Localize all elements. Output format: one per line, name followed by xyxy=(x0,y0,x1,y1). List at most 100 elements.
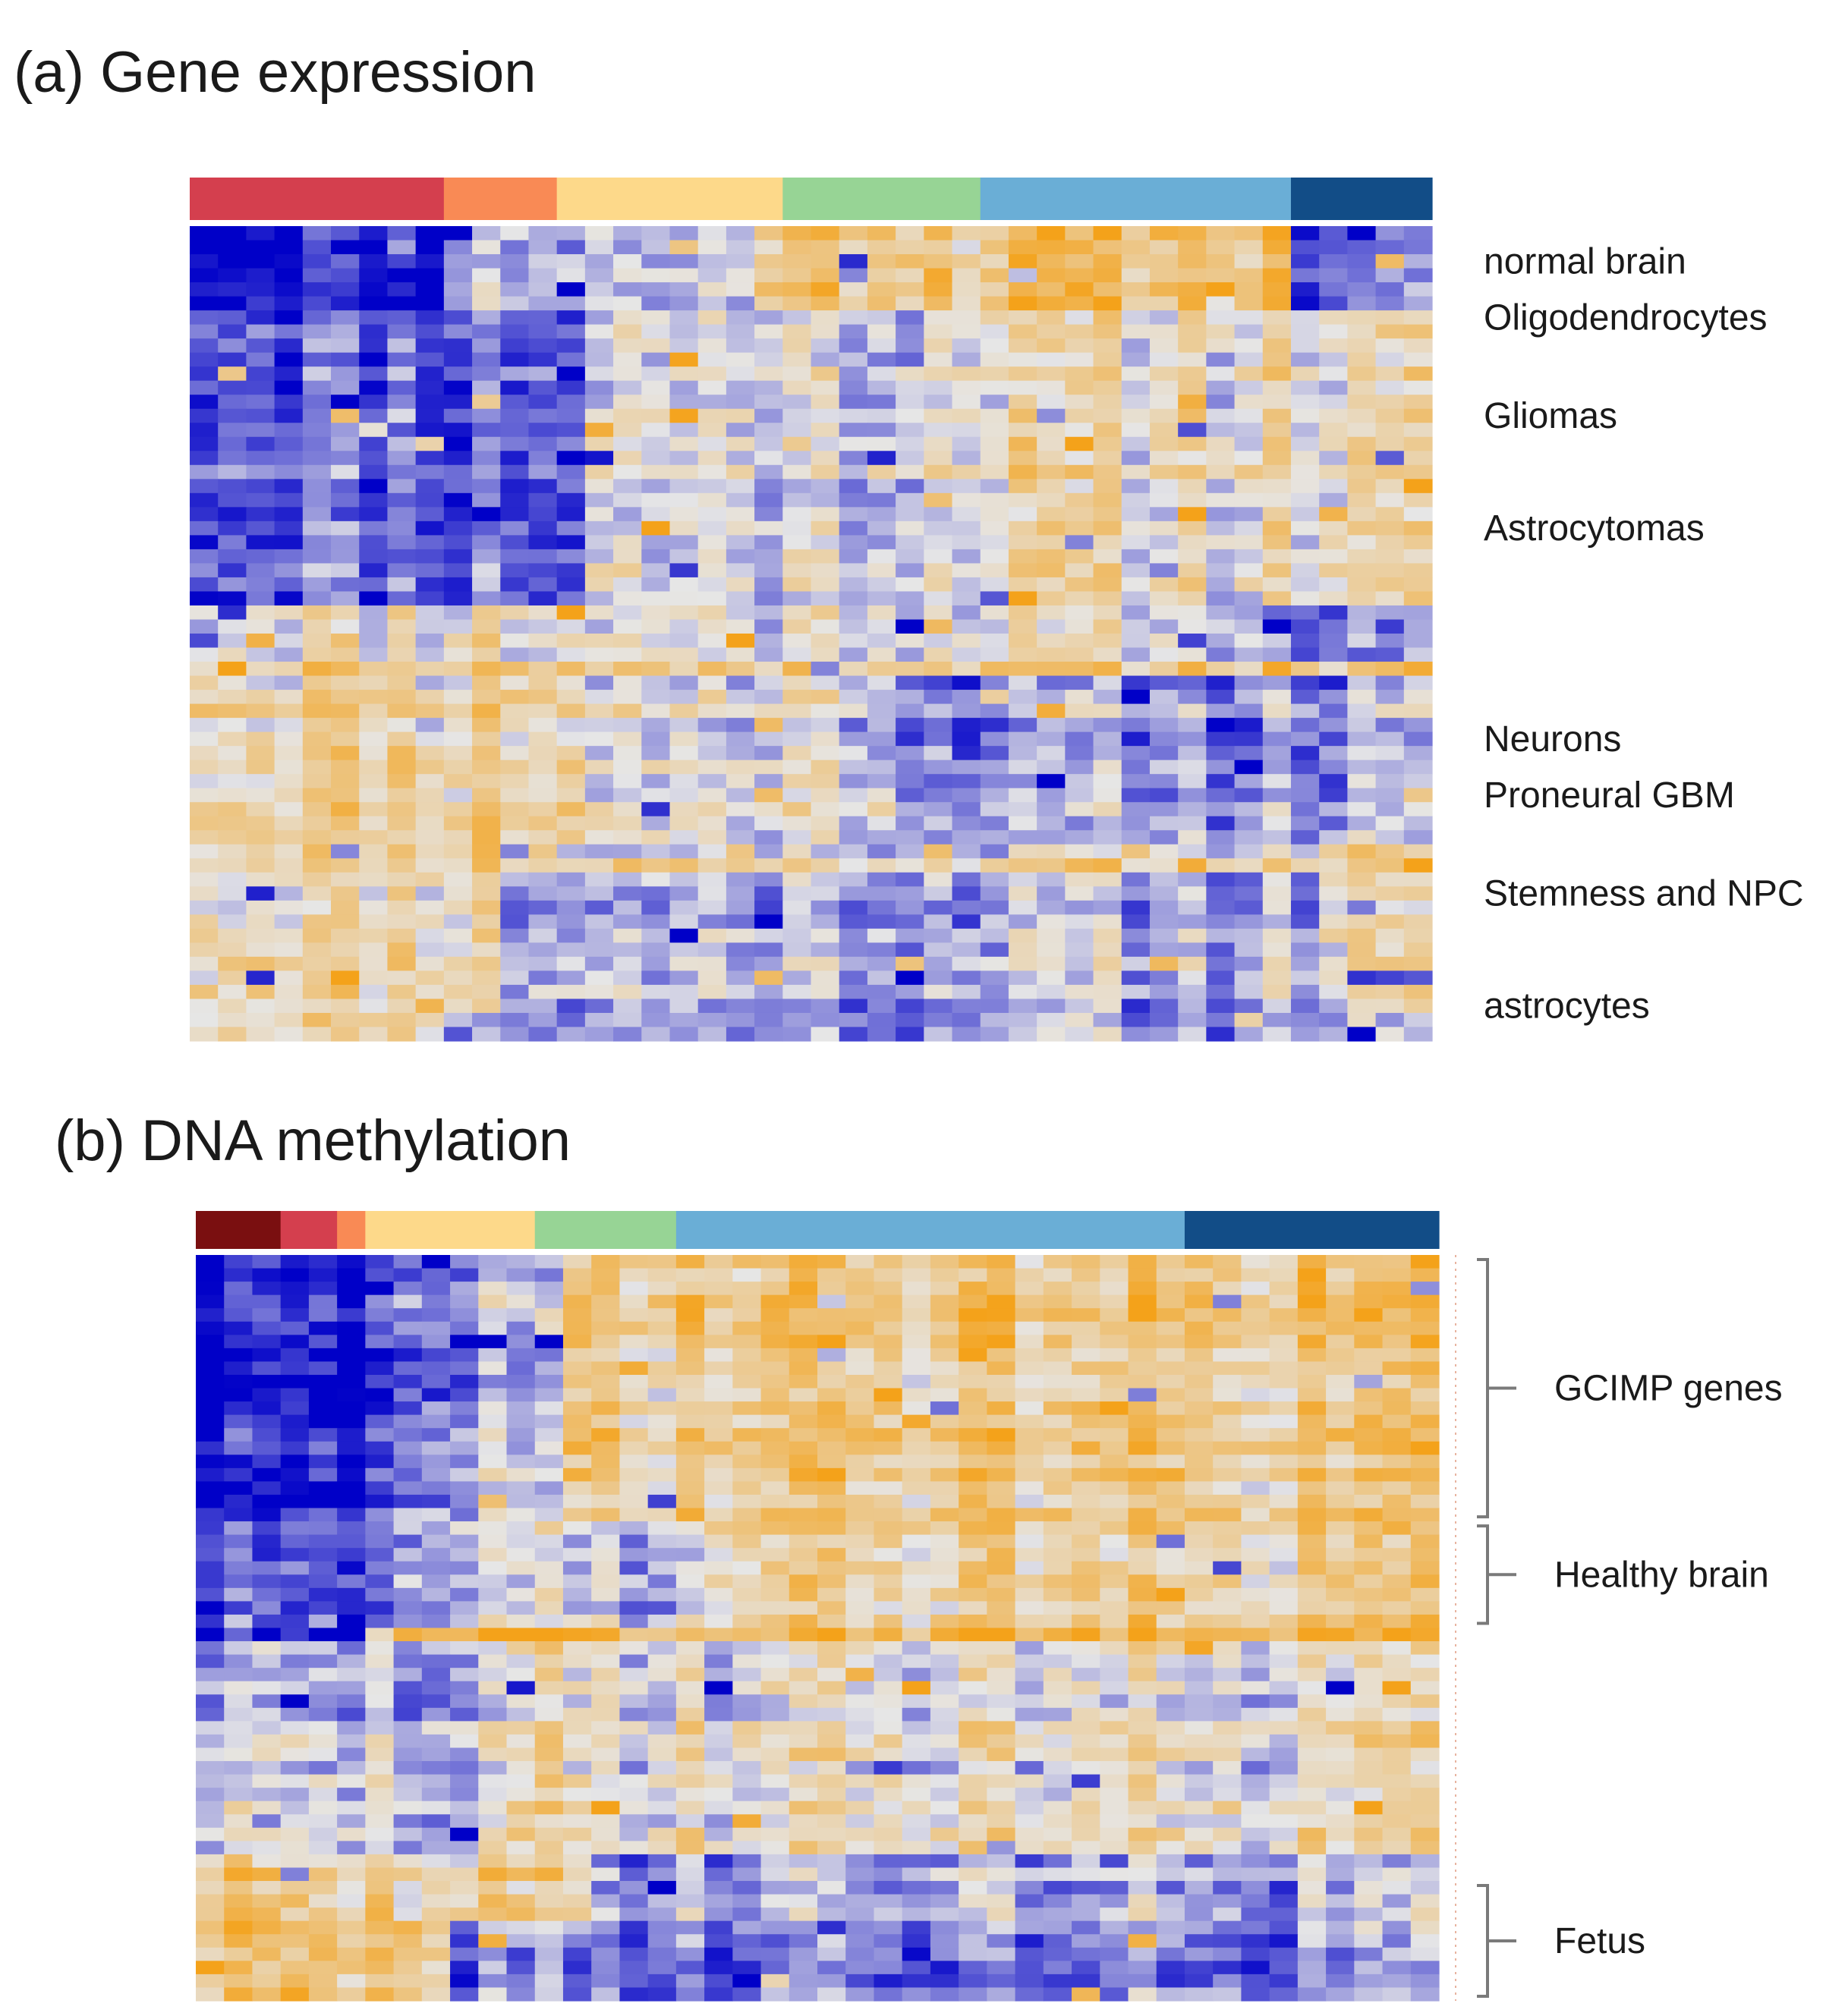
heatmap-cell xyxy=(562,1934,592,1948)
heatmap-cell xyxy=(874,1827,903,1841)
heatmap-cell xyxy=(365,1455,395,1469)
heatmap-cell xyxy=(1093,970,1122,986)
heatmap-cell xyxy=(1297,1827,1327,1841)
heatmap-cell xyxy=(924,858,953,873)
heatmap-cell xyxy=(387,844,417,859)
heatmap-cell xyxy=(1269,1788,1299,1802)
heatmap-cell xyxy=(952,535,981,550)
heatmap-cell xyxy=(867,591,896,606)
heatmap-cell xyxy=(874,1694,903,1709)
heatmap-cell xyxy=(959,1721,987,1735)
heatmap-cell xyxy=(867,338,896,354)
heatmap-cell xyxy=(1008,858,1037,873)
heatmap-cell xyxy=(619,1601,649,1615)
heatmap-cell xyxy=(811,296,840,311)
heatmap-cell xyxy=(365,1668,395,1682)
heatmap-cell xyxy=(1100,1734,1129,1749)
heatmap-cell xyxy=(1234,634,1264,649)
heatmap-cell xyxy=(224,1388,253,1402)
heatmap-cell xyxy=(359,830,389,845)
heatmap-cell xyxy=(987,1548,1016,1562)
heatmap-cell xyxy=(472,788,501,803)
heatmap-cell xyxy=(924,296,953,311)
heatmap-cell xyxy=(337,1455,366,1469)
heatmap-cell xyxy=(1065,423,1094,438)
heatmap-cell xyxy=(704,1774,733,1788)
heatmap-cell xyxy=(811,324,840,339)
heatmap-cell xyxy=(1375,999,1405,1014)
heatmap-cell xyxy=(584,844,614,859)
heatmap-cell xyxy=(421,1401,451,1416)
heatmap-cell xyxy=(1206,240,1236,255)
heatmap-cell xyxy=(959,1428,987,1442)
heatmap-cell xyxy=(980,591,1009,606)
heatmap-cell xyxy=(365,1894,395,1908)
heatmap-cell xyxy=(421,1321,451,1335)
heatmap-cell xyxy=(896,662,924,677)
heatmap-cell xyxy=(704,1508,733,1522)
heatmap-cell xyxy=(534,1614,564,1629)
heatmap-cell xyxy=(478,1801,508,1815)
heatmap-cell xyxy=(556,296,586,311)
heatmap-cell xyxy=(218,647,247,662)
heatmap-cell xyxy=(280,1282,310,1296)
heatmap-cell xyxy=(896,549,924,565)
heatmap-cell xyxy=(647,1361,677,1376)
heatmap-cell xyxy=(196,1601,225,1615)
heatmap-cell xyxy=(1065,324,1094,339)
heatmap-cell xyxy=(641,408,671,423)
heatmap-cell xyxy=(959,1335,987,1349)
heatmap-cell xyxy=(1100,1947,1129,1961)
heatmap-cell xyxy=(1093,844,1122,859)
heatmap-cell xyxy=(1354,1561,1384,1575)
heatmap-cell xyxy=(450,1335,479,1349)
heatmap-cell xyxy=(190,675,219,690)
heatmap-cell xyxy=(811,774,840,789)
heatmap-cell xyxy=(1354,1827,1384,1841)
heatmap-cell xyxy=(1354,1934,1384,1948)
heatmap-cell xyxy=(196,1934,225,1948)
heatmap-cell xyxy=(754,436,783,451)
heatmap-cell xyxy=(252,1494,282,1509)
heatmap-cell xyxy=(359,282,389,297)
heatmap-cell xyxy=(789,1587,818,1602)
heatmap-cell xyxy=(924,956,953,972)
heatmap-cell xyxy=(1354,1801,1384,1815)
heatmap-cell xyxy=(732,1374,762,1389)
heatmap-cell xyxy=(1382,1628,1412,1642)
heatmap-cell xyxy=(584,352,614,367)
heatmap-cell xyxy=(280,1601,310,1615)
heatmap-cell xyxy=(1156,1494,1185,1509)
heatmap-cell xyxy=(1403,956,1433,972)
heatmap-cell xyxy=(1206,900,1236,915)
heatmap-cell xyxy=(472,268,501,283)
heatmap-cell xyxy=(415,928,445,943)
heatmap-cell xyxy=(669,872,699,887)
heatmap-cell xyxy=(760,1494,790,1509)
heatmap-cell xyxy=(874,1574,903,1589)
heatmap-cell xyxy=(584,619,614,634)
heatmap-cell xyxy=(1149,886,1179,901)
heatmap-cell xyxy=(789,1734,818,1749)
heatmap-cell xyxy=(1043,1467,1072,1483)
heatmap-cell xyxy=(669,296,699,311)
heatmap-cell xyxy=(1093,634,1122,649)
heatmap-cell xyxy=(1015,1388,1044,1402)
heatmap-cell xyxy=(613,928,642,943)
heatmap-cell xyxy=(697,774,727,789)
heatmap-cell xyxy=(506,1707,536,1722)
heatmap-cell xyxy=(782,858,812,873)
heatmap-cell xyxy=(987,1668,1016,1682)
heatmap-cell xyxy=(1382,1934,1412,1948)
heatmap-cell xyxy=(1354,1294,1384,1309)
heatmap-cell xyxy=(308,1361,338,1376)
heatmap-cell xyxy=(1375,535,1405,550)
heatmap-cell xyxy=(218,549,247,565)
heatmap-cell xyxy=(584,549,614,565)
heatmap-cell xyxy=(789,1614,818,1629)
heatmap-cell xyxy=(959,1934,987,1948)
heatmap-cell xyxy=(613,662,642,677)
heatmap-cell xyxy=(1290,942,1320,958)
heatmap-cell xyxy=(196,1681,225,1695)
heatmap-cell xyxy=(1326,1734,1355,1749)
